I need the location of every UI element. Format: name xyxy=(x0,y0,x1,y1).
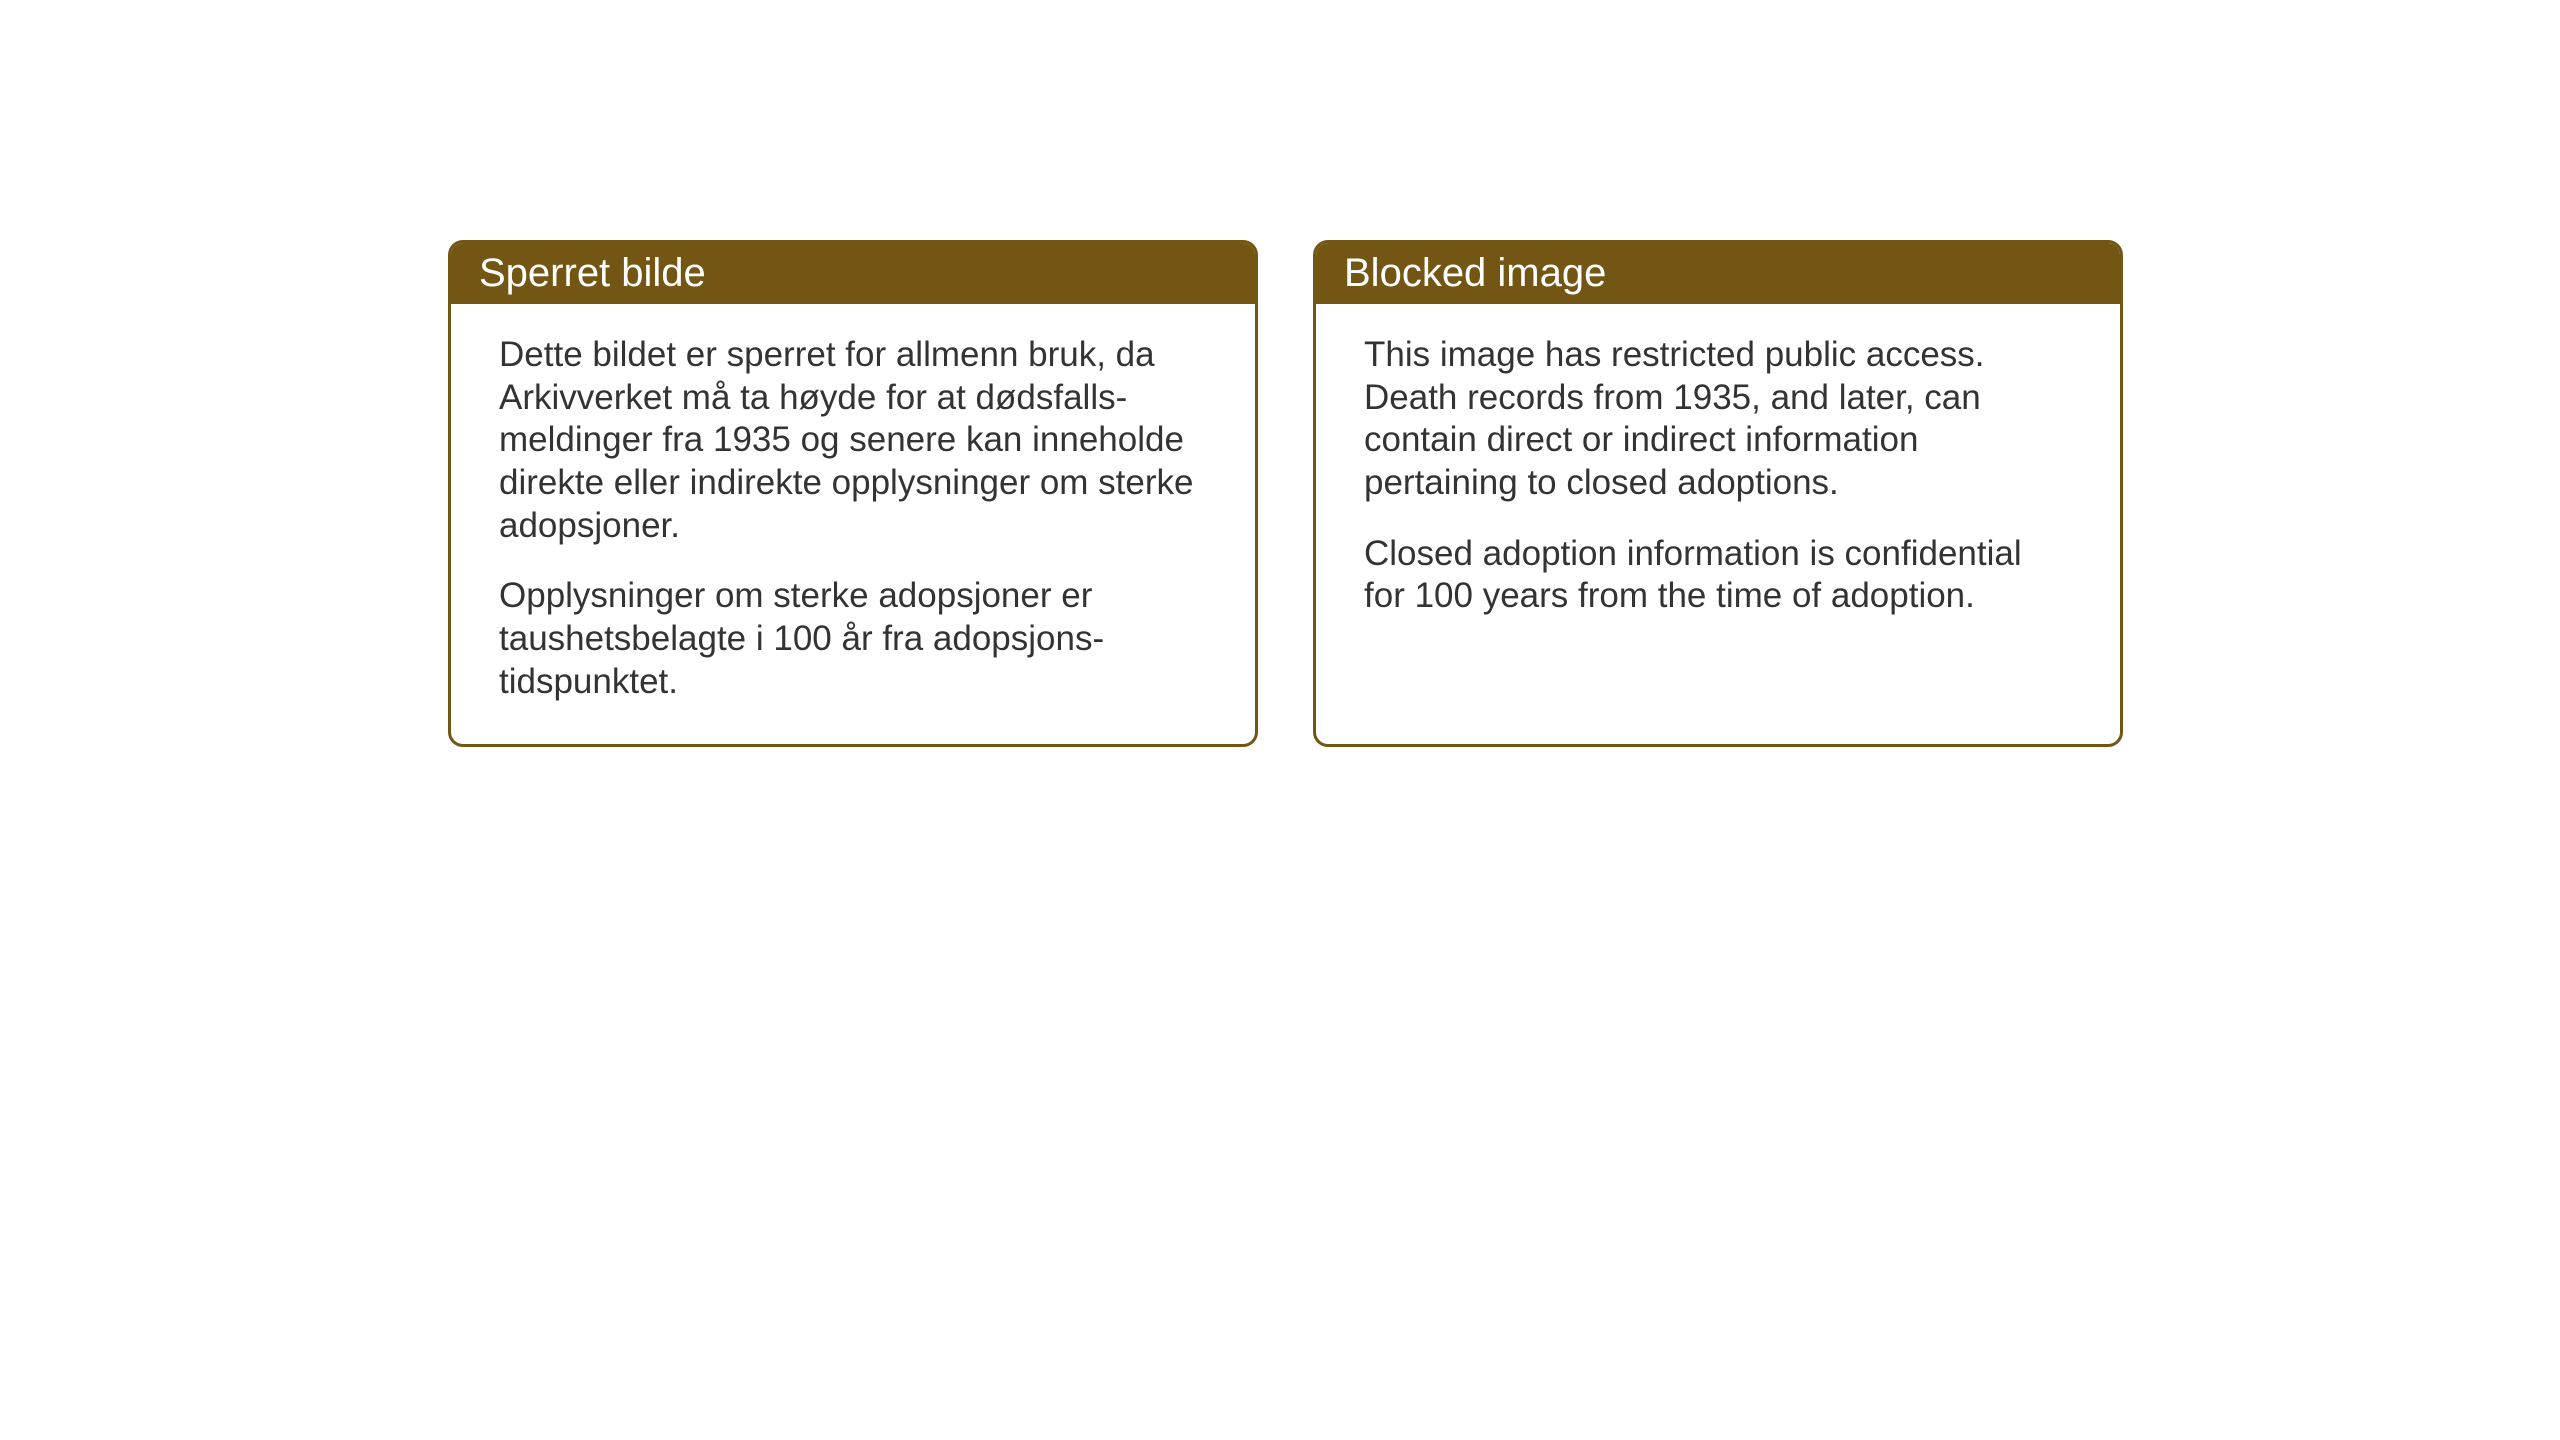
card-paragraph-1-norwegian: Dette bildet er sperret for allmenn bruk… xyxy=(499,334,1207,547)
card-title-english: Blocked image xyxy=(1344,251,1606,295)
card-english: Blocked image This image has restricted … xyxy=(1313,240,2123,747)
card-header-norwegian: Sperret bilde xyxy=(451,243,1255,304)
card-title-norwegian: Sperret bilde xyxy=(479,251,706,295)
card-body-english: This image has restricted public access.… xyxy=(1316,304,2120,658)
card-body-norwegian: Dette bildet er sperret for allmenn bruk… xyxy=(451,304,1255,744)
card-header-english: Blocked image xyxy=(1316,243,2120,304)
card-paragraph-2-norwegian: Opplysninger om sterke adopsjoner er tau… xyxy=(499,575,1207,703)
card-paragraph-2-english: Closed adoption information is confident… xyxy=(1364,533,2072,618)
card-norwegian: Sperret bilde Dette bildet er sperret fo… xyxy=(448,240,1258,747)
card-paragraph-1-english: This image has restricted public access.… xyxy=(1364,334,2072,505)
cards-container: Sperret bilde Dette bildet er sperret fo… xyxy=(448,240,2123,747)
